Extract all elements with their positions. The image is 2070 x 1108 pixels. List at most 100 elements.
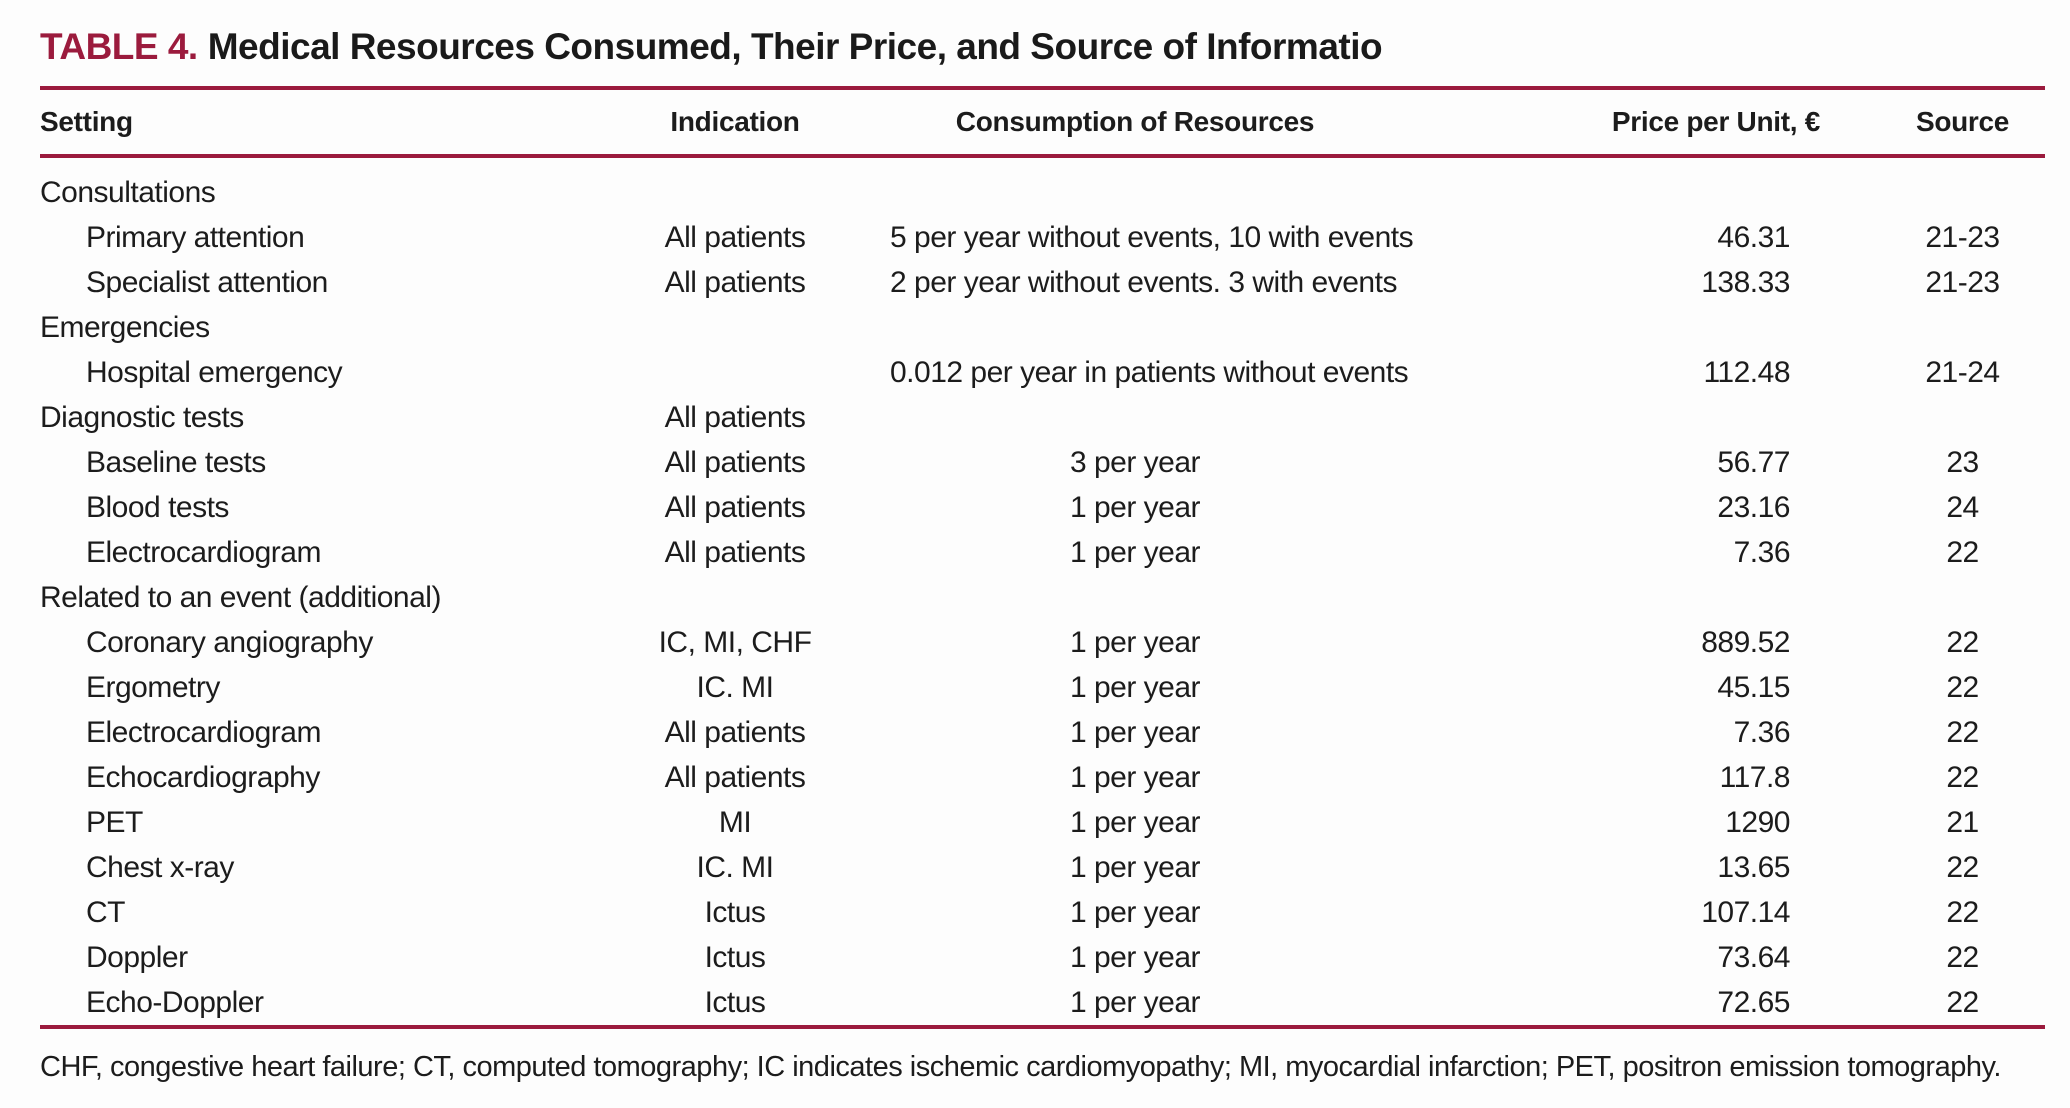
table-section-row: Emergencies <box>40 305 2045 350</box>
setting-cell: Electrocardiogram <box>86 535 321 569</box>
source-cell: 22 <box>1946 535 1979 569</box>
setting-cell: Baseline tests <box>86 445 266 479</box>
table-section-row: Consultations <box>40 170 2045 215</box>
indication-cell: All patients <box>664 400 806 434</box>
source-cell: 21 <box>1946 805 1979 839</box>
source-cell: 23 <box>1946 445 1979 479</box>
table-row: Electrocardiogram All patients 1 per year 7… <box>40 530 2045 575</box>
header-rule <box>40 154 2045 158</box>
source-cell: 22 <box>1946 985 1979 1019</box>
table-row: Echocardiography All patients 1 per year 11… <box>40 755 2045 800</box>
table-header-row: Setting Indication Consumption of Resour… <box>40 90 2045 154</box>
source-cell: 22 <box>1946 940 1979 974</box>
consumption-cell: 1 per year <box>1069 895 1201 929</box>
setting-cell: Electrocardiogram <box>86 715 321 749</box>
table-row: CT Ictus 1 per year 107.14 22 <box>40 890 2045 935</box>
indication-cell: All patients <box>664 220 806 254</box>
setting-cell: Emergencies <box>40 310 210 344</box>
indication-cell: Ictus <box>704 940 766 974</box>
column-header-consumption: Consumption of Resources <box>955 106 1315 137</box>
price-cell: 46.31 <box>1717 220 1790 254</box>
consumption-cell: 1 per year <box>1069 985 1201 1019</box>
table-section-row: Related to an event (additional) <box>40 575 2045 620</box>
indication-cell: IC, MI, CHF <box>658 625 812 659</box>
indication-cell: Ictus <box>704 895 766 929</box>
consumption-cell: 1 per year <box>1069 940 1201 974</box>
table-row: Echo-Doppler Ictus 1 per year 72.65 22 <box>40 980 2045 1025</box>
setting-cell: Consultations <box>40 175 216 209</box>
indication-cell: MI <box>718 805 752 839</box>
consumption-cell: 1 per year <box>1069 670 1201 704</box>
table-row: Hospital emergency 0.012 per year in pati… <box>40 350 2045 395</box>
table-row: Ergometry IC. MI 1 per year 45.15 22 <box>40 665 2045 710</box>
consumption-cell: 1 per year <box>1069 760 1201 794</box>
top-rule <box>40 86 2045 90</box>
consumption-cell: 1 per year <box>1069 490 1201 524</box>
consumption-cell: 2 per year without events. 3 with events <box>890 265 1397 299</box>
table-row: Specialist attention All patients 2 per ye… <box>40 260 2045 305</box>
consumption-cell: 1 per year <box>1069 715 1201 749</box>
price-cell: 72.65 <box>1717 985 1790 1019</box>
price-cell: 23.16 <box>1717 490 1790 524</box>
table-row: Blood tests All patients 1 per year 23.16 24 <box>40 485 2045 530</box>
table-number: TABLE 4. <box>40 26 198 67</box>
source-cell: 24 <box>1946 490 1979 524</box>
indication-cell: All patients <box>664 445 806 479</box>
indication-cell: All patients <box>664 535 806 569</box>
table-row: Electrocardiogram All patients 1 per year 7… <box>40 710 2045 755</box>
table-title: TABLE 4. Medical Resources Consumed, Thei… <box>40 24 2045 70</box>
consumption-cell: 5 per year without events, 10 with event… <box>890 220 1414 254</box>
price-cell: 45.15 <box>1717 670 1790 704</box>
setting-cell: PET <box>86 805 143 839</box>
indication-cell: All patients <box>664 715 806 749</box>
setting-cell: Chest x-ray <box>86 850 234 884</box>
bottom-rule <box>40 1025 2045 1029</box>
setting-cell: Specialist attention <box>86 265 328 299</box>
price-cell: 7.36 <box>1733 535 1791 569</box>
setting-cell: Hospital emergency <box>86 355 343 389</box>
indication-cell: IC. MI <box>696 850 775 884</box>
source-cell: 22 <box>1946 625 1979 659</box>
table-row: Coronary angiography IC, MI, CHF 1 per yea… <box>40 620 2045 665</box>
price-cell: 1290 <box>1725 805 1790 839</box>
table-body: Consultations Primary attention All patien… <box>40 158 2045 1025</box>
indication-cell: All patients <box>664 490 806 524</box>
column-header-price: Price per Unit, € <box>1611 106 1820 137</box>
source-cell: 21-23 <box>1925 220 2000 254</box>
price-cell: 107.14 <box>1701 895 1790 929</box>
consumption-cell: 1 per year <box>1069 625 1201 659</box>
table-row: Chest x-ray IC. MI 1 per year 13.65 22 <box>40 845 2045 890</box>
consumption-cell: 1 per year <box>1069 805 1201 839</box>
indication-cell: Ictus <box>704 985 766 1019</box>
consumption-cell: 1 per year <box>1069 535 1201 569</box>
indication-cell: All patients <box>664 265 806 299</box>
source-cell: 22 <box>1946 760 1979 794</box>
price-cell: 7.36 <box>1733 715 1791 749</box>
table-row: Doppler Ictus 1 per year 73.64 22 <box>40 935 2045 980</box>
setting-cell: Primary attention <box>86 220 305 254</box>
setting-cell: Echocardiography <box>86 760 320 794</box>
indication-cell: IC. MI <box>696 670 775 704</box>
table-footnote: CHF, congestive heart failure; CT, compu… <box>40 1051 2001 1083</box>
indication-cell: All patients <box>664 760 806 794</box>
setting-cell: Doppler <box>86 940 188 974</box>
consumption-cell: 0.012 per year in patients without event… <box>890 355 1409 389</box>
price-cell: 13.65 <box>1717 850 1790 884</box>
setting-cell: CT <box>86 895 126 929</box>
table-row: Primary attention All patients 5 per year … <box>40 215 2045 260</box>
price-cell: 112.48 <box>1703 355 1790 389</box>
price-cell: 117.8 <box>1719 760 1791 794</box>
setting-cell: Coronary angiography <box>86 625 373 659</box>
column-header-indication: Indication <box>670 106 800 137</box>
source-cell: 22 <box>1946 670 1979 704</box>
price-cell: 73.64 <box>1717 940 1790 974</box>
consumption-cell: 3 per year <box>1069 445 1201 479</box>
consumption-cell: 1 per year <box>1069 850 1201 884</box>
table-caption: Medical Resources Consumed, Their Price,… <box>207 26 1383 67</box>
setting-cell: Echo-Doppler <box>86 985 264 1019</box>
source-cell: 22 <box>1946 895 1979 929</box>
setting-cell: Blood tests <box>86 490 229 524</box>
source-cell: 22 <box>1946 850 1979 884</box>
column-header-source: Source <box>1915 106 2010 137</box>
